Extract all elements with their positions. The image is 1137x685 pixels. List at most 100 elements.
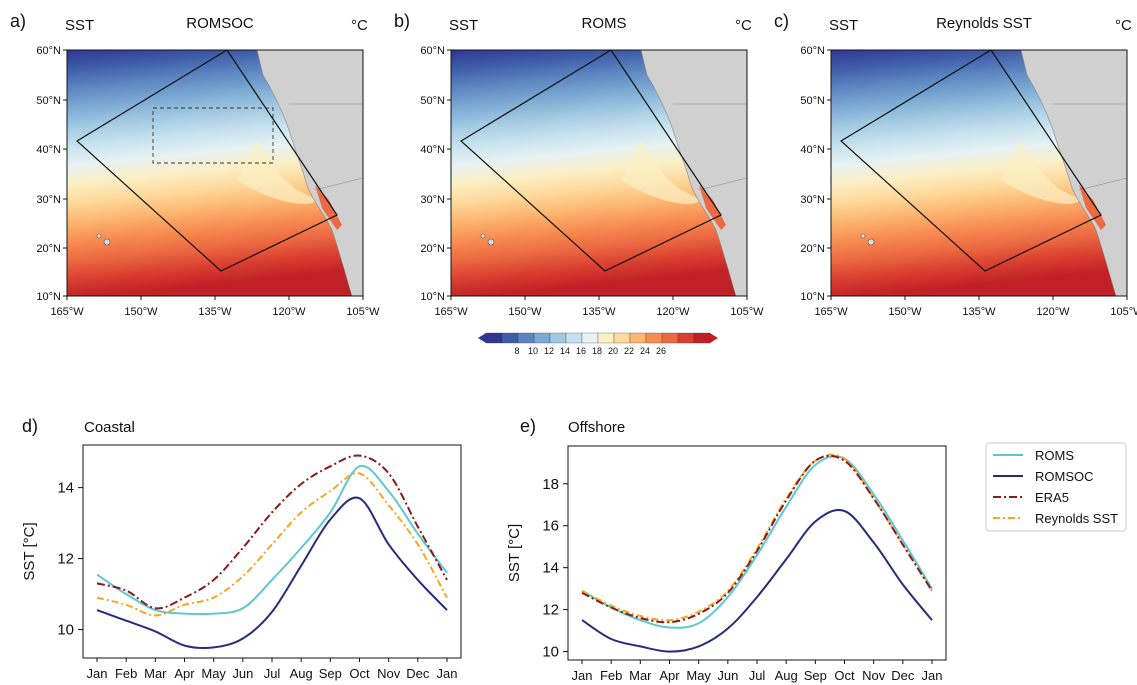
lon-tick-label: 150°W [124,306,158,318]
colorbar-label: 8 [514,346,519,356]
colorbar-segment [677,332,695,344]
lon-tick-label: 105°W [1110,306,1137,318]
colorbar-segment [533,332,551,344]
plot-frame [82,444,462,659]
series-line-roms [581,455,933,629]
x-tick-label: Jul [749,668,766,683]
lat-tick-label: 20°N [36,243,61,255]
y-tick-label: 10 [57,622,74,639]
lat-tick-label: 10°N [800,291,825,303]
y-tick-label: 16 [542,518,559,535]
x-tick-label: Apr [659,668,680,683]
lon-tick-label: 165°W [434,306,468,318]
lat-tick-label: 60°N [36,45,61,57]
chart-legend: ROMS ROMSOC ERA5 Reynolds SST [985,442,1127,532]
map-area [451,50,747,296]
colorbar-label: 16 [576,346,586,356]
island [860,233,866,239]
y-axis-label: SST [°C] [506,524,523,582]
x-tick-label: Jun [717,668,738,683]
series-line-reynolds-sst [581,453,933,622]
lat-tick-label: 50°N [800,95,825,107]
x-tick-label: Nov [862,668,886,683]
lat-tick-label: 60°N [800,45,825,57]
colorbar-segment [565,332,583,344]
island [103,238,111,246]
chart-title: Coastal [84,419,135,436]
upwelling-tongue [237,140,317,204]
map-title: ROMSOC [186,15,254,32]
gulf-of-california [699,185,726,230]
colorbar: 8 10 12 14 16 18 20 22 24 26 [478,332,718,356]
legend-label: ERA5 [1035,490,1069,505]
lat-tick-label: 30°N [800,194,825,206]
lat-tick-label: 20°N [800,243,825,255]
x-tick-label: Aug [290,666,313,681]
panel-letter: b) [394,11,410,31]
lon-tick-label: 150°W [508,306,542,318]
offshore-box [152,107,274,164]
map-panel-1: 60°N 50°N 40°N 30°N 20°N 10°N 165°W 150°W 135°W 1… [10,11,380,318]
colorbar-label: 20 [608,346,618,356]
legend-label: ROMSOC [1035,469,1094,484]
map-panel-3: 60°N 50°N 40°N 30°N 20°N 10°N 165°W 150°W 135°W 1… [774,11,1137,318]
panel-letter: e) [520,416,536,436]
upwelling-tongue [1001,140,1081,204]
lon-tick-label: 120°W [1036,306,1070,318]
y-tick-label: 14 [57,480,74,497]
x-tick-label: Jan [437,666,458,681]
colorbar-arrow-low [478,333,486,343]
lat-tick-label: 50°N [36,95,61,107]
series-line-roms [96,464,448,616]
legend-label: Reynolds SST [1035,511,1118,526]
island [96,233,102,239]
lat-tick-label: 20°N [420,243,445,255]
colorbar-segment [645,332,663,344]
series-line-romsoc [96,496,448,649]
x-tick-label: Feb [600,668,622,683]
x-tick-label: Dec [891,668,915,683]
lat-tick-label: 40°N [800,144,825,156]
lon-tick-label: 135°W [582,306,616,318]
series-line-reynolds-sst [96,472,448,617]
model-domain-outline [75,50,338,272]
colorbar-segment [661,332,679,344]
x-tick-label: Dec [406,666,430,681]
island [867,238,875,246]
colorbar-segment [581,332,599,344]
x-tick-label: Oct [349,666,370,681]
unit-label: °C [735,17,752,34]
y-tick-label: 12 [57,551,74,568]
legend-box [985,442,1127,532]
x-tick-label: May [686,668,711,683]
lat-tick-label: 10°N [420,291,445,303]
x-tick-label: Jan [87,666,108,681]
colorbar-label: 24 [640,346,650,356]
colorbar-label: 26 [656,346,666,356]
x-tick-label: May [201,666,226,681]
lon-tick-label: 120°W [272,306,306,318]
lon-tick-label: 135°W [962,306,996,318]
land-mass [256,50,363,296]
lon-tick-label: 120°W [656,306,690,318]
series-line-era5 [581,454,933,624]
model-domain-outline [839,50,1102,272]
colorbar-segment [485,332,503,344]
map-area [831,50,1127,296]
gulf-of-california [1079,185,1106,230]
colorbar-segment [693,332,711,344]
colorbar-segment [629,332,647,344]
y-tick-label: 10 [542,644,559,661]
land-mass [1020,50,1127,296]
colorbar-segment [613,332,631,344]
x-tick-label: Jan [922,668,943,683]
model-domain-outline [459,50,722,272]
y-tick-label: 14 [542,560,559,577]
lon-tick-label: 150°W [888,306,922,318]
variable-label: SST [449,17,478,34]
lat-tick-label: 10°N [36,291,61,303]
lon-tick-label: 135°W [198,306,232,318]
map-panel-2: 60°N 50°N 40°N 30°N 20°N 10°N 165°W 150°W 135°W 1… [394,11,764,318]
colorbar-label: 12 [544,346,554,356]
